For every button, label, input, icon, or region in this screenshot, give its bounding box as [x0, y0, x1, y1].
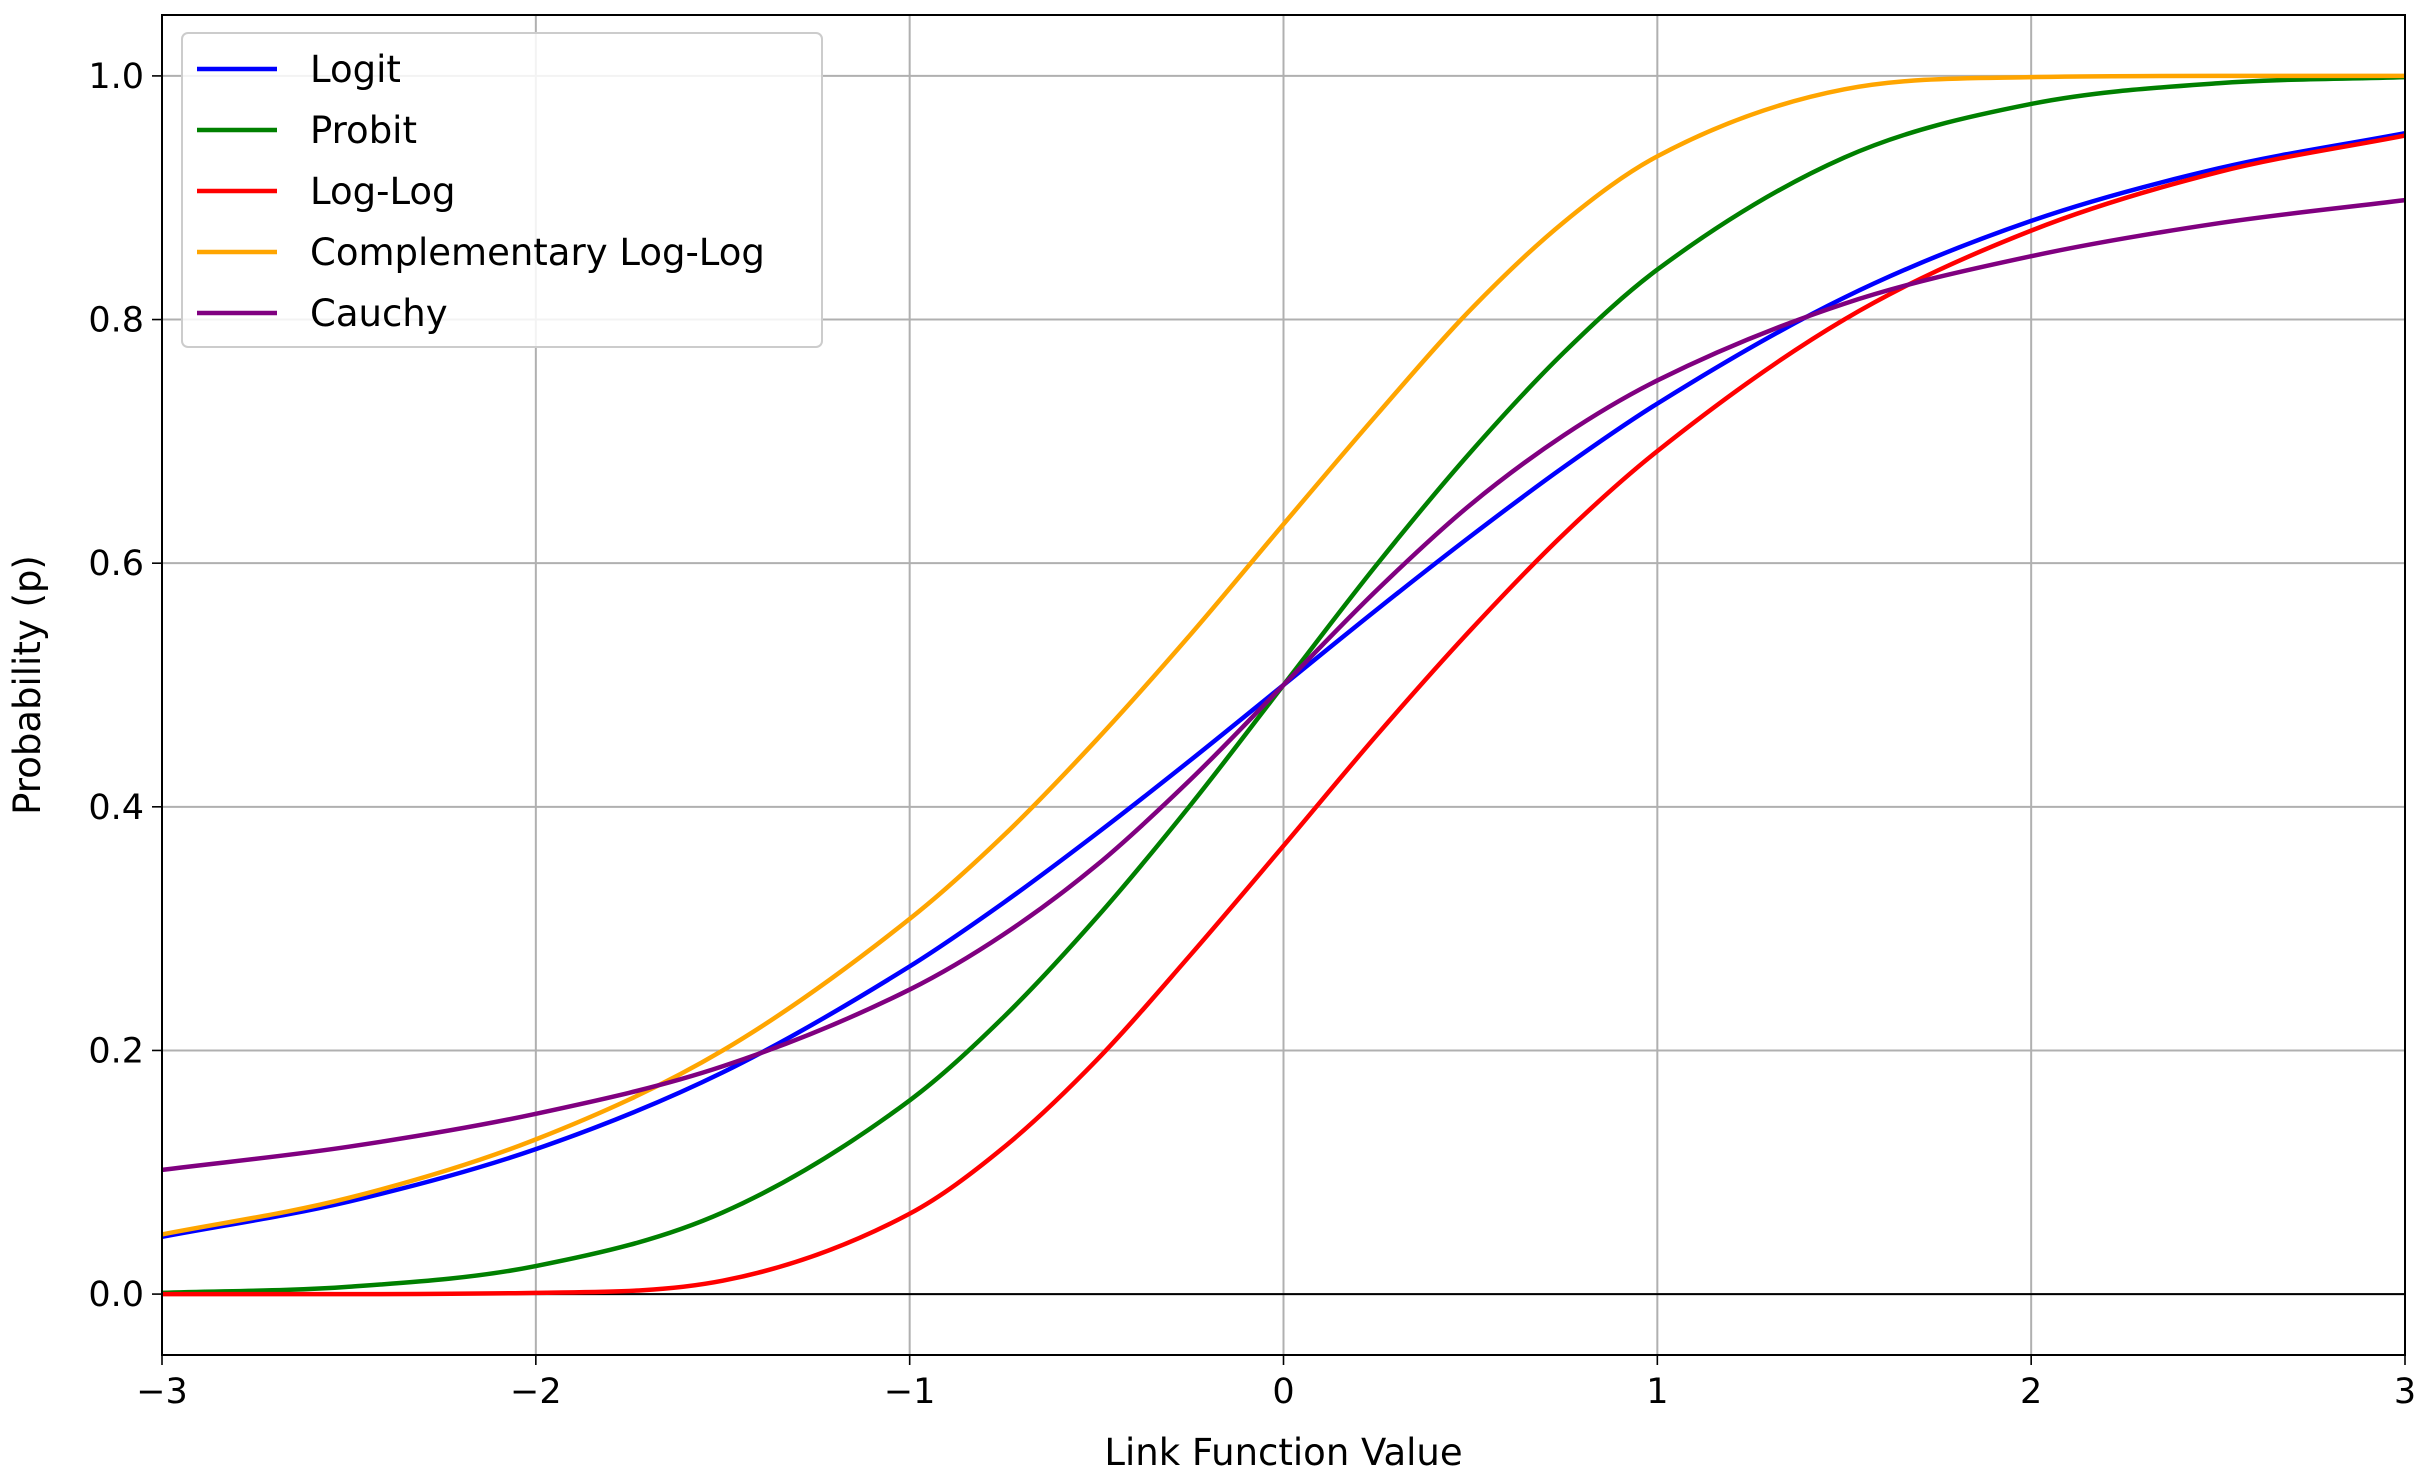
series-line-log-log: [162, 133, 2406, 1297]
y-axis: 0.0 0.2 0.4 0.6 0.8 1.0: [88, 57, 162, 1315]
x-tick-label: −2: [510, 1372, 562, 1412]
y-tick-label: 0.4: [88, 788, 144, 828]
x-axis-label: Link Function Value: [1104, 1431, 1462, 1474]
series-line-complementary-log-log: [161, 73, 2405, 1237]
y-tick-label: 0.0: [88, 1275, 144, 1315]
legend-label-log-log: Log-Log: [310, 170, 456, 213]
x-tick-label: 0: [1272, 1372, 1294, 1412]
legend-label-complementary-log-log: Complementary Log-Log: [310, 231, 765, 274]
y-tick-label: 0.2: [88, 1031, 144, 1071]
y-tick-label: 0.8: [88, 301, 144, 341]
legend-label-cauchy: Cauchy: [310, 292, 448, 335]
legend: Logit Probit Log-Log Complementary Log-Log C…: [181, 32, 823, 348]
plot-lines: [161, 73, 2406, 1297]
x-tick-label: 2: [2020, 1372, 2042, 1412]
legend-box: [181, 32, 823, 348]
y-tick-label: 1.0: [88, 57, 144, 97]
y-tick-label: 0.6: [88, 544, 144, 584]
series-line-cauchy: [161, 197, 2406, 1173]
x-tick-label: 3: [2394, 1372, 2416, 1412]
y-axis-label: Probability (p): [6, 555, 49, 815]
x-tick-label: −1: [884, 1372, 936, 1412]
x-axis: −3 −2 −1 0 1 2 3: [136, 1355, 2416, 1412]
x-tick-label: 1: [1646, 1372, 1668, 1412]
legend-label-probit: Probit: [310, 109, 417, 152]
x-tick-label: −3: [136, 1372, 188, 1412]
legend-label-logit: Logit: [310, 48, 401, 91]
